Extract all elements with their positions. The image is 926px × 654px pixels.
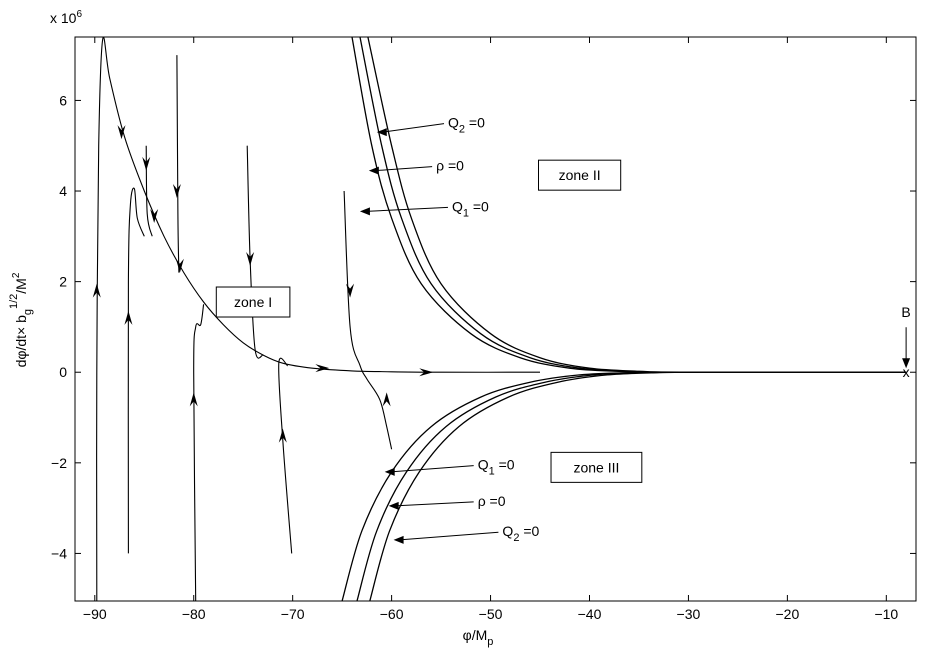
direction-arrow-1	[150, 208, 159, 223]
x-axis-label: φ/Mp	[463, 627, 494, 648]
direction-arrow-10	[189, 392, 198, 407]
annotation-label-3: Q1 =0	[478, 457, 515, 478]
annotation-arrow-line-2	[365, 206, 448, 212]
x-tick-label-5: −40	[578, 606, 602, 622]
x-tick-label-2: −70	[281, 606, 305, 622]
annotation-arrowhead-0	[376, 128, 387, 137]
y-axis-label: dφ/dt× bg1/2/M2	[8, 272, 34, 367]
x-tick-label-0: −90	[83, 606, 107, 622]
zone-label-1: zone II	[559, 167, 601, 183]
annotation-arrow-line-5	[399, 531, 499, 541]
zone-label-2: zone III	[573, 459, 619, 475]
point-b-label: B	[901, 304, 910, 320]
direction-arrow-9	[172, 184, 181, 199]
annotation-arrowhead-4	[388, 501, 399, 510]
y-tick-label-3: 2	[59, 274, 67, 290]
zone-label-0: zone I	[234, 294, 272, 310]
annotation-label-2: Q1 =0	[452, 198, 489, 219]
direction-arrow-8	[142, 156, 151, 171]
y-tick-label-4: 4	[59, 183, 67, 199]
direction-arrow-6	[92, 283, 101, 298]
annotation-label-0: Q2 =0	[448, 115, 485, 136]
x-tick-label-3: −60	[380, 606, 404, 622]
boundary-curve-lower-3	[341, 371, 679, 602]
trajectory-0	[96, 36, 541, 602]
point-b-marker: x	[903, 364, 910, 380]
point-b-arrowhead	[902, 358, 911, 369]
y-tick-label-1: −2	[51, 455, 67, 471]
boundary-curve-lower-4	[356, 371, 689, 602]
zone-box-0	[215, 286, 291, 318]
x-tick-label-6: −30	[677, 606, 701, 622]
curves-layer	[92, 36, 907, 602]
y-tick-label-0: −4	[51, 545, 67, 561]
x-tick-label-4: −50	[479, 606, 503, 622]
y-tick-label-5: 6	[59, 92, 67, 108]
trajectory-3	[176, 55, 180, 273]
annotation-arrow-line-3	[390, 465, 474, 473]
direction-arrow-11	[246, 251, 255, 266]
direction-arrow-12	[278, 428, 287, 443]
plot-frame	[74, 36, 917, 602]
direction-arrow-2	[175, 258, 184, 273]
trajectory-1	[127, 187, 145, 554]
annotation-arrow-line-1	[374, 166, 433, 172]
annotation-label-5: Q2 =0	[502, 523, 539, 544]
trajectory-6	[278, 357, 293, 554]
direction-arrow-0	[117, 125, 126, 140]
boundary-curve-upper-2	[351, 36, 907, 373]
boundary-curve-upper-0	[367, 36, 907, 373]
zone-box-1	[538, 159, 622, 191]
annotation-arrow-line-4	[394, 501, 474, 507]
annotations-layer: Q2 =0 ρ =0 Q1 =0 Q1 =0 ρ =0 Q2 =0 zone I zone I…	[215, 115, 911, 544]
direction-arrow-4	[315, 364, 330, 373]
direction-arrow-14	[382, 392, 391, 407]
annotation-arrowhead-3	[384, 467, 395, 476]
annotation-label-4: ρ =0	[478, 493, 506, 509]
annotation-arrowhead-2	[359, 207, 370, 216]
x-tick-label-1: −80	[182, 606, 206, 622]
annotation-arrowhead-1	[368, 166, 379, 175]
annotation-arrow-line-0	[382, 123, 445, 133]
x-tick-label-7: −20	[776, 606, 800, 622]
x-tick-label-8: −10	[874, 606, 898, 622]
trajectory-2	[145, 145, 153, 237]
direction-arrow-5	[419, 368, 434, 377]
y-multiplier: x 106	[50, 9, 82, 26]
trajectory-5	[246, 145, 264, 359]
y-tick-label-2: 0	[59, 364, 67, 380]
annotation-arrowhead-5	[393, 535, 404, 544]
boundary-curve-lower-5	[369, 371, 699, 602]
annotation-label-1: ρ =0	[436, 158, 464, 174]
trajectory-7	[343, 190, 393, 450]
boundary-curve-upper-1	[359, 36, 907, 373]
direction-arrow-7	[124, 310, 133, 325]
direction-arrow-13	[346, 283, 355, 298]
trajectory-4	[193, 304, 205, 602]
zone-box-2	[550, 451, 643, 483]
